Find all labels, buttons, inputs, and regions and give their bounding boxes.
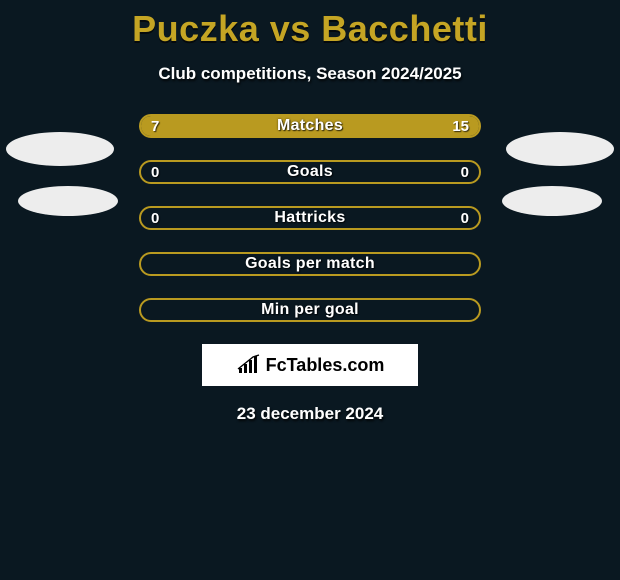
stat-value-left: 0 [151,162,159,182]
stat-label: Goals [141,162,479,182]
stat-value-left: 0 [151,208,159,228]
branding-text: FcTables.com [266,355,385,376]
date-stamp: 23 december 2024 [0,404,620,424]
player-left-avatar-1 [6,132,114,166]
page-title: Puczka vs Bacchetti [0,0,620,50]
stat-fill-left [141,116,248,136]
stat-label: Hattricks [141,208,479,228]
stat-row-goals: 0 0 Goals [139,160,481,184]
stat-value-right: 0 [461,208,469,228]
comparison-stage: 7 15 Matches 0 0 Goals 0 0 Hattricks Goa… [0,114,620,424]
stat-label: Goals per match [141,254,479,274]
stat-fill-right [248,116,479,136]
stat-row-min-per-goal: Min per goal [139,298,481,322]
player-right-avatar-1 [506,132,614,166]
player-right-avatar-2 [502,186,602,216]
chart-icon [236,354,262,376]
stat-label: Min per goal [141,300,479,320]
stat-row-goals-per-match: Goals per match [139,252,481,276]
stat-value-right: 0 [461,162,469,182]
subtitle: Club competitions, Season 2024/2025 [0,64,620,84]
stat-row-matches: 7 15 Matches [139,114,481,138]
stat-bars: 7 15 Matches 0 0 Goals 0 0 Hattricks Goa… [139,114,481,322]
stat-row-hattricks: 0 0 Hattricks [139,206,481,230]
player-left-avatar-2 [18,186,118,216]
branding-badge: FcTables.com [202,344,418,386]
